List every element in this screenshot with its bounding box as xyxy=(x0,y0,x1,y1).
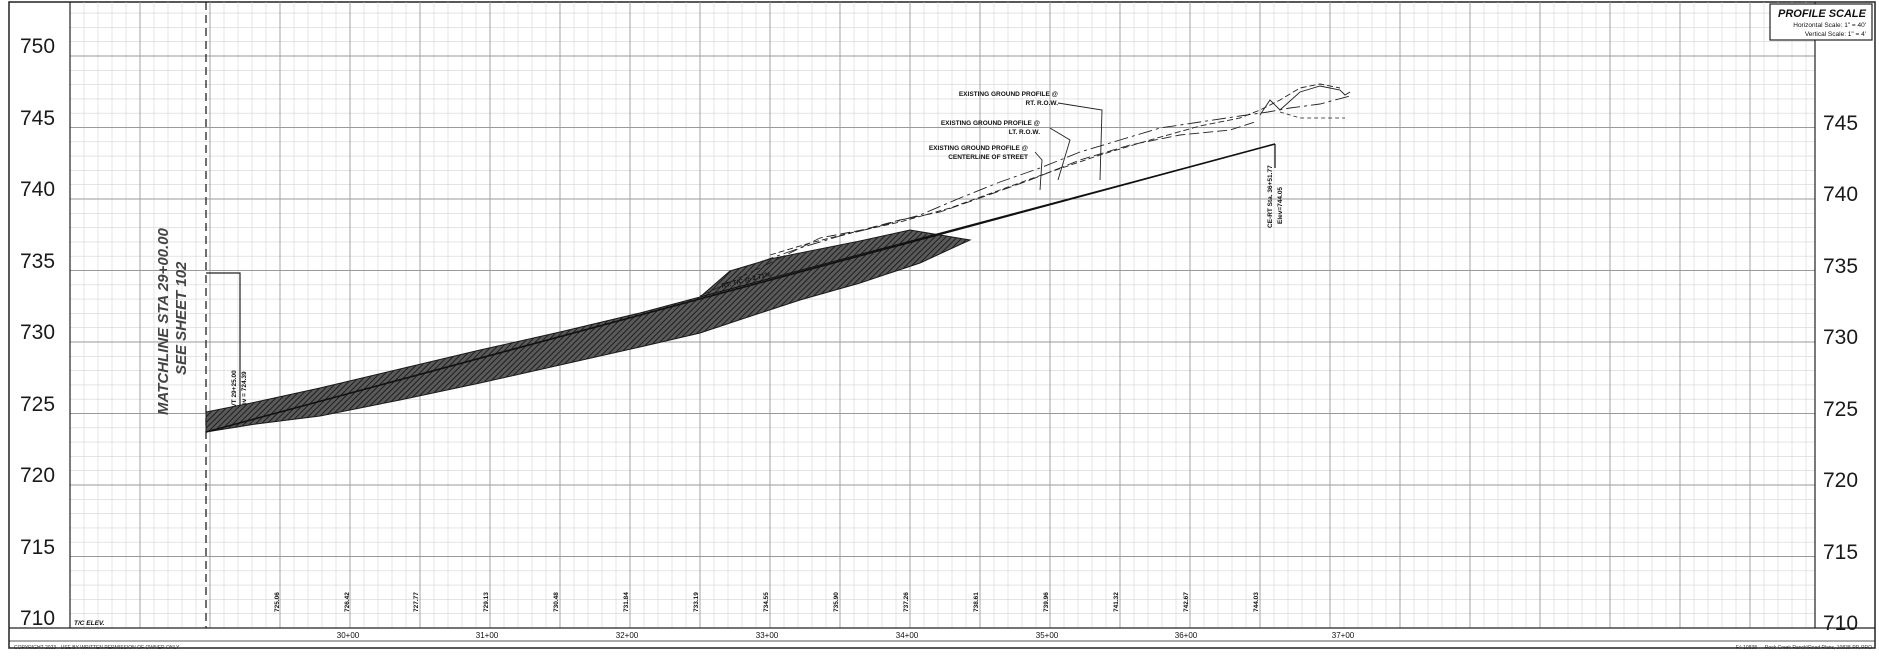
annotation-rt-row-line2: RT. R.O.W. xyxy=(1026,100,1059,107)
design-grade-line xyxy=(205,143,1276,433)
elevation-labels-left: 750 745 740 735 730 725 720 715 710 xyxy=(20,35,55,630)
end-elevation: Elev=744.05 xyxy=(1277,187,1284,224)
existing-ground-annotations: EXISTING GROUND PROFILE @ RT. R.O.W. EXI… xyxy=(929,91,1058,161)
matchline-see-sheet: SEE SHEET 102 xyxy=(173,261,190,375)
annotation-lt-row-line2: LT. R.O.W. xyxy=(1009,129,1040,136)
profile-scale-horizontal: Horizontal Scale: 1" = 40' xyxy=(1793,22,1866,29)
tc-value: 731.84 xyxy=(623,592,630,612)
annotation-centerline-line1: EXISTING GROUND PROFILE @ xyxy=(929,145,1028,152)
elev-label-725: 725 xyxy=(20,393,55,416)
elev-label-715: 715 xyxy=(20,536,55,559)
profile-scale-title: PROFILE SCALE xyxy=(1778,8,1867,20)
tc-value: 734.55 xyxy=(763,592,770,612)
fill-area-hatch xyxy=(205,229,972,433)
tc-value: 735.90 xyxy=(833,592,840,612)
station-labels: 30+00 31+00 32+00 33+00 34+00 35+00 36+0… xyxy=(337,631,1355,640)
tc-value: 738.61 xyxy=(973,592,980,612)
tc-value: 730.48 xyxy=(553,592,560,612)
tc-value: 727.77 xyxy=(413,592,420,612)
elev-label-720: 720 xyxy=(20,464,55,487)
tc-elev-label: T/C ELEV. xyxy=(74,620,105,627)
existing-ground-lt-row xyxy=(759,95,1351,263)
station-label: 33+00 xyxy=(756,631,779,640)
elev-label-right-710: 710 xyxy=(1823,612,1858,635)
tc-value: 726.42 xyxy=(344,592,351,612)
existing-ground-end-sketch xyxy=(1259,85,1351,116)
elev-label-right-725: 725 xyxy=(1823,398,1858,421)
pvt-leader xyxy=(206,272,241,420)
tc-value: 741.32 xyxy=(1113,592,1120,612)
sheet-border xyxy=(8,1,1876,649)
station-label: 34+00 xyxy=(896,631,919,640)
elev-label-right-715: 715 xyxy=(1823,541,1858,564)
pvt-station: PVT 29+25.00 xyxy=(231,370,238,412)
minor-grid xyxy=(70,2,1815,628)
design-grade-line-upper xyxy=(699,143,1276,298)
station-label: 30+00 xyxy=(337,631,360,640)
tc-elevation-values: 725.06 726.42 727.77 729.13 730.48 731.8… xyxy=(274,592,1260,612)
elev-label-right-745: 745 xyxy=(1823,112,1858,135)
elev-label-745: 745 xyxy=(20,107,55,130)
elev-label-750: 750 xyxy=(20,35,55,58)
station-label: 35+00 xyxy=(1036,631,1059,640)
elev-label-710: 710 xyxy=(20,607,55,630)
tc-value: 733.19 xyxy=(693,592,700,612)
profile-scale-block: PROFILE SCALE Horizontal Scale: 1" = 40'… xyxy=(1769,3,1873,41)
end-station: CE-RT Sta. 36+51.77 xyxy=(1267,165,1274,228)
elev-label-735: 735 xyxy=(20,250,55,273)
copyright-note: COPYRIGHT 2023 - USE BY WRITTEN PERMISSI… xyxy=(14,645,180,651)
elevation-labels-right: 745 740 735 730 725 720 715 710 xyxy=(1823,112,1858,635)
matchline-station: MATCHLINE STA 29+00.00 xyxy=(155,227,172,415)
elev-label-right-735: 735 xyxy=(1823,255,1858,278)
tc-value: 737.26 xyxy=(903,592,910,612)
annotation-lt-row-line1: EXISTING GROUND PROFILE @ xyxy=(941,120,1040,127)
file-path: F:\ 10838 — Rock Creek Ranch\Road Plans,… xyxy=(1736,645,1872,651)
elev-label-right-730: 730 xyxy=(1823,326,1858,349)
tc-value: 729.13 xyxy=(483,592,490,612)
tc-value: 725.06 xyxy=(274,592,281,612)
pvt-elevation: Elev = 724.39 xyxy=(241,371,248,412)
elev-label-730: 730 xyxy=(20,321,55,344)
elev-label-right-740: 740 xyxy=(1823,183,1858,206)
station-label: 31+00 xyxy=(476,631,499,640)
tc-value: 742.67 xyxy=(1183,592,1190,612)
tc-value: 739.96 xyxy=(1043,592,1050,612)
tc-value: 744.03 xyxy=(1253,592,1260,612)
annotation-centerline-line2: CENTERLINE OF STREET xyxy=(948,154,1028,161)
existing-ground-centerline xyxy=(769,83,1341,256)
annotation-rt-row-line1: EXISTING GROUND PROFILE @ xyxy=(959,91,1058,98)
annotation-leaders xyxy=(1034,102,1103,191)
elev-label-right-720: 720 xyxy=(1823,469,1858,492)
major-grid xyxy=(69,2,1815,629)
elev-label-740: 740 xyxy=(20,178,55,201)
station-label: 32+00 xyxy=(616,631,639,640)
station-label: 37+00 xyxy=(1332,631,1355,640)
profile-scale-vertical: Vertical Scale: 1" = 4' xyxy=(1805,31,1866,38)
station-label: 36+00 xyxy=(1175,631,1198,640)
existing-ground-end-sketch-2 xyxy=(1279,111,1345,119)
